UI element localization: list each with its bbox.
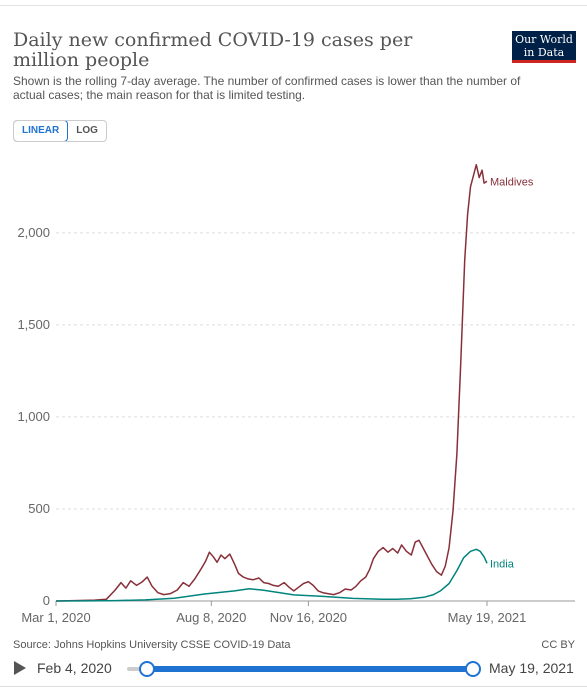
timeline-start-handle[interactable] [139, 661, 155, 677]
x-tick-label: Aug 8, 2020 [176, 610, 246, 625]
timeline-range [145, 666, 473, 672]
timeline-slider: Feb 4, 2020 May 19, 2021 [0, 656, 587, 682]
tab-bar [0, 686, 587, 699]
series-label-india[interactable]: India [490, 558, 515, 570]
license-link[interactable]: CC BY [541, 639, 575, 651]
y-tick-label: 1,000 [17, 409, 50, 424]
linear-scale-button[interactable]: LINEAR [13, 121, 69, 141]
y-tick-label: 500 [28, 501, 50, 516]
log-scale-button[interactable]: LOG [76, 125, 98, 136]
series-label-maldives[interactable]: Maldives [490, 176, 534, 188]
timeline-end-handle[interactable] [465, 661, 481, 677]
y-tick-label: 2,000 [17, 225, 50, 240]
x-axis-ticks: Mar 1, 2020 Aug 8, 2020 Nov 16, 2020 May 19… [21, 601, 526, 625]
timeline-start-label: Feb 4, 2020 [37, 660, 112, 676]
x-tick-label: May 19, 2021 [448, 610, 527, 625]
chart-title: Daily new confirmed COVID-19 cases per m… [13, 29, 413, 71]
top-divider [0, 5, 587, 6]
chart-subtitle: Shown is the rolling 7-day average. The … [13, 74, 521, 102]
y-tick-label: 1,500 [17, 317, 50, 332]
source-note[interactable]: Source: Johns Hopkins University CSSE CO… [13, 639, 291, 651]
timeline-end-label: May 19, 2021 [489, 660, 574, 676]
owid-logo[interactable]: Our World in Data [512, 31, 576, 63]
y-tick-label: 0 [43, 593, 50, 608]
x-tick-label: Mar 1, 2020 [21, 610, 90, 625]
y-axis-ticks: 0 500 1,000 1,500 2,000 [17, 225, 50, 608]
x-tick-label: Nov 16, 2020 [270, 610, 347, 625]
series-line-maldives[interactable] [55, 163, 488, 602]
scale-toggle: LINEAR LOG [13, 120, 107, 142]
play-icon[interactable] [14, 661, 26, 675]
grid [56, 232, 575, 602]
line-chart: 0 500 1,000 1,500 2,000 Mar 1, 2020 Aug 8, 20… [17, 163, 575, 625]
series-line-india[interactable] [55, 548, 488, 602]
series: Maldives India [55, 163, 534, 602]
